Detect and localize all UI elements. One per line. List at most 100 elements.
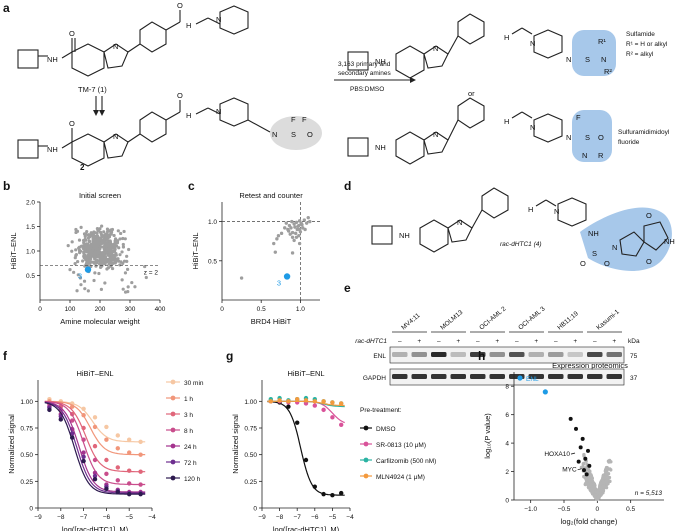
b-y-label: HiBiT–ENL [9,232,18,269]
e-band [587,352,603,357]
f-point [115,446,121,451]
g-point [330,493,335,498]
c2-nh2-atom: H [186,111,191,120]
f-point [70,431,75,436]
g-x-tick-label: −4 [346,514,354,521]
fluoride-product: NH N H N F N S O N R Sulfuramidimidoyl f… [347,97,670,165]
b-point [109,228,113,232]
b-point [87,239,91,243]
b-point [98,245,103,249]
f-x-tick-label: −7 [80,514,88,521]
b-point [110,246,115,250]
g-legend-label: DMSO [376,426,396,433]
b-point [89,257,93,261]
e-treatment-sign: – [515,338,519,345]
e-band [528,374,544,379]
b-x-tick-label: 0 [38,306,42,313]
b-point-low [97,271,101,276]
e-cell-line-label: OCI-AML 3 [517,305,547,331]
g-legend-label: MLN4924 (1 μM) [376,474,425,481]
f-x-label: log([rac-dHTC1], M) [62,525,129,531]
e-treatment-sign: + [534,338,538,345]
d-h-atom: H [528,205,533,214]
b-point [79,225,83,229]
g-point [303,401,309,406]
b-x-tick-label: 200 [95,306,106,313]
c-point [276,234,281,238]
b-point [74,252,79,257]
p2-n2-atom: N [566,133,571,142]
reaction-line2: secondary amines [338,70,391,77]
b-point [91,243,95,248]
p1-s-atom: S [585,55,590,64]
e-kda-label: kDa [628,338,640,345]
b-point-low [92,278,96,283]
f-point [81,425,86,431]
b-point [119,231,123,236]
b-point [120,250,124,254]
f-point [115,433,121,438]
f-point [104,471,109,477]
b-point [112,233,116,238]
e-band [411,352,427,357]
e-treatment-sign: – [554,338,558,345]
b-point [99,236,103,240]
p2-s-atom: S [585,133,590,142]
e-band [450,374,466,379]
b-point [72,270,76,274]
b-point [103,255,108,259]
g-legend-title: Pre-treatment: [360,407,402,414]
f-legend-label: 72 h [184,460,197,467]
f-point [127,437,132,442]
g-point [312,399,317,404]
b-point [83,243,87,247]
e-band [587,374,603,379]
e-band [509,352,525,357]
b-point [102,250,106,254]
e-band [431,374,447,379]
g-y-tick-label: 1.00 [244,399,257,406]
arrow-down-2-head [99,110,105,116]
f-x-tick-label: −5 [125,514,133,521]
c2-n2-atom: N [272,130,277,139]
c-point [295,227,299,232]
fluoride-highlight [572,110,612,162]
e-treatment-sign: + [573,338,577,345]
e-treatment-sign: + [612,338,616,345]
f-point [138,452,143,457]
f-y-label: Normalized signal [7,414,16,474]
g-legend-label: Carfilzomib (500 nM) [376,458,436,465]
h-point [582,474,586,479]
c-point [293,225,297,229]
b-point [99,232,104,237]
b-point [74,227,78,232]
panel-f-letter: f [3,349,8,363]
g-x-tick-label: −8 [276,514,284,521]
f-point [81,454,86,459]
b-point [116,239,120,243]
tm7-pip-n: N [216,15,221,24]
c2-so2f-highlight [270,116,322,150]
c-point [272,241,276,246]
f-point [81,450,86,455]
g-x-tick-label: −5 [329,514,337,521]
e-band [528,352,544,357]
b-point [102,240,106,244]
b-point-low [75,289,79,293]
b-point [83,256,88,260]
g-point [321,491,326,497]
g-point [312,403,317,408]
b-point [87,250,91,254]
g-point [312,484,317,489]
e-blot-strip [389,368,625,386]
h-black-point [584,472,589,477]
d-n2-atom: N [612,243,617,252]
f-legend-marker [170,475,176,481]
e-band [411,374,427,379]
b-point [106,266,110,270]
b-point-low [126,290,130,294]
b-point [113,259,117,263]
b-point [66,244,70,248]
h-point [584,477,588,481]
h-black-point [574,426,578,431]
